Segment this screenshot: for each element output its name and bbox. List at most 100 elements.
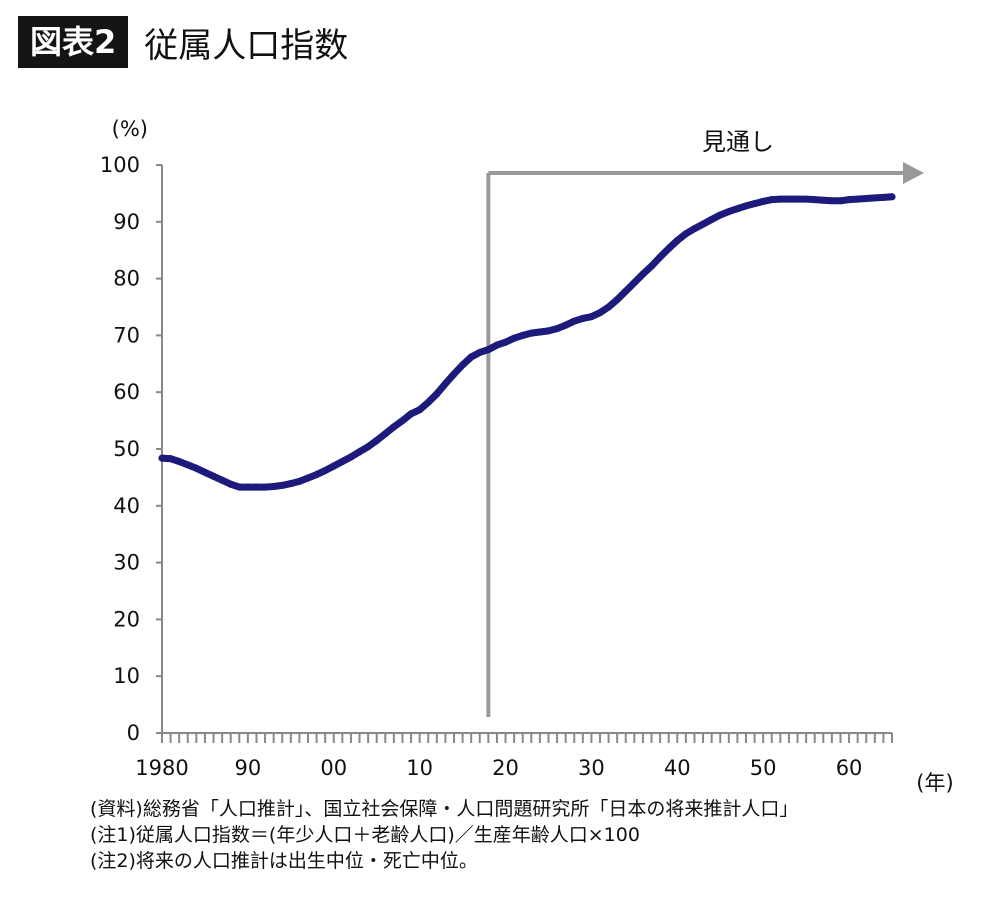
- data-point: [287, 480, 295, 488]
- data-point: [347, 453, 355, 461]
- data-point: [467, 353, 475, 361]
- data-point: [373, 436, 381, 444]
- data-point: [321, 467, 329, 475]
- data-point: [553, 325, 561, 333]
- data-point: [407, 410, 415, 418]
- data-point: [733, 205, 741, 213]
- x-tick-label: 10: [406, 756, 433, 780]
- data-point: [888, 193, 896, 201]
- data-point: [304, 474, 312, 482]
- data-point: [665, 244, 673, 252]
- y-tick-label: 60: [113, 380, 140, 404]
- x-tick-label: 20: [492, 756, 519, 780]
- data-point: [673, 237, 681, 245]
- source-note: (資料)総務省「人口推計」、国立社会保障・人口問題研究所「日本の将来推計人口」: [90, 798, 799, 820]
- data-point: [845, 196, 853, 204]
- data-point: [244, 483, 252, 491]
- figure-number-badge: 図表2: [18, 16, 129, 68]
- data-point: [218, 476, 226, 484]
- x-tick-label: 50: [750, 756, 777, 780]
- data-point: [776, 195, 784, 203]
- data-point: [502, 338, 510, 346]
- data-point: [579, 314, 587, 322]
- data-point: [390, 423, 398, 431]
- x-tick-label: 30: [578, 756, 605, 780]
- forecast-arrowhead: [903, 162, 924, 184]
- data-point: [184, 461, 192, 469]
- data-point: [759, 197, 767, 205]
- data-point: [819, 196, 827, 204]
- x-tick-label: 60: [836, 756, 863, 780]
- data-point: [785, 195, 793, 203]
- data-point: [227, 480, 235, 488]
- data-point: [639, 270, 647, 278]
- title-bar: 図表2 従属人口指数: [18, 14, 348, 70]
- y-tick-label: 20: [113, 607, 140, 631]
- data-point: [424, 398, 432, 406]
- data-point: [879, 193, 887, 201]
- data-point: [854, 195, 862, 203]
- data-point: [716, 211, 724, 219]
- forecast-label: 見通し: [702, 128, 774, 156]
- data-point: [201, 468, 209, 476]
- data-point: [596, 309, 604, 317]
- data-point: [690, 225, 698, 233]
- data-point: [587, 313, 595, 321]
- data-point: [648, 262, 656, 270]
- data-point: [828, 197, 836, 205]
- data-point: [751, 200, 759, 208]
- x-tick-label: 90: [235, 756, 262, 780]
- data-point: [699, 220, 707, 228]
- y-tick-label: 40: [113, 494, 140, 518]
- data-point: [398, 417, 406, 425]
- data-point: [416, 406, 424, 414]
- data-point: [167, 455, 175, 463]
- data-point: [175, 457, 183, 465]
- data-point: [381, 430, 389, 438]
- data-point: [278, 481, 286, 489]
- data-point: [364, 443, 372, 451]
- data-point: [836, 197, 844, 205]
- data-point: [862, 195, 870, 203]
- data-point: [270, 482, 278, 490]
- data-point: [433, 390, 441, 398]
- data-point: [441, 380, 449, 388]
- note-2: (注2)将来の人口推計は出生中位・死亡中位。: [90, 850, 478, 872]
- data-point: [794, 195, 802, 203]
- footnotes: (資料)総務省「人口推計」、国立社会保障・人口問題研究所「日本の将来推計人口」 …: [90, 796, 798, 874]
- x-tick-label: 00: [320, 756, 347, 780]
- series-line: [158, 193, 896, 491]
- data-point: [768, 196, 776, 204]
- data-point: [570, 317, 578, 325]
- data-point: [313, 471, 321, 479]
- y-tick-label: 0: [127, 721, 140, 745]
- y-tick-label: 10: [113, 664, 140, 688]
- data-point: [527, 329, 535, 337]
- data-point: [536, 328, 544, 336]
- x-axis-label: (年): [916, 771, 953, 795]
- data-point: [459, 361, 467, 369]
- y-axis-label: (%): [112, 117, 148, 141]
- data-point: [493, 341, 501, 349]
- data-point: [158, 454, 166, 462]
- data-point: [476, 348, 484, 356]
- data-point: [261, 483, 269, 491]
- data-point: [295, 477, 303, 485]
- y-tick-label: 80: [113, 267, 140, 291]
- data-point: [544, 327, 552, 335]
- data-point: [622, 287, 630, 295]
- data-point: [330, 462, 338, 470]
- data-point: [519, 331, 527, 339]
- data-point: [811, 196, 819, 204]
- data-point: [725, 208, 733, 216]
- data-point: [682, 230, 690, 238]
- data-point: [871, 194, 879, 202]
- data-points: [158, 193, 896, 491]
- data-point: [613, 296, 621, 304]
- note-1: (注1)従属人口指数＝(年少人口＋老齢人口)／生産年齢人口×100: [90, 824, 640, 846]
- data-point: [252, 483, 260, 491]
- data-point: [338, 457, 346, 465]
- data-point: [450, 370, 458, 378]
- data-point: [210, 472, 218, 480]
